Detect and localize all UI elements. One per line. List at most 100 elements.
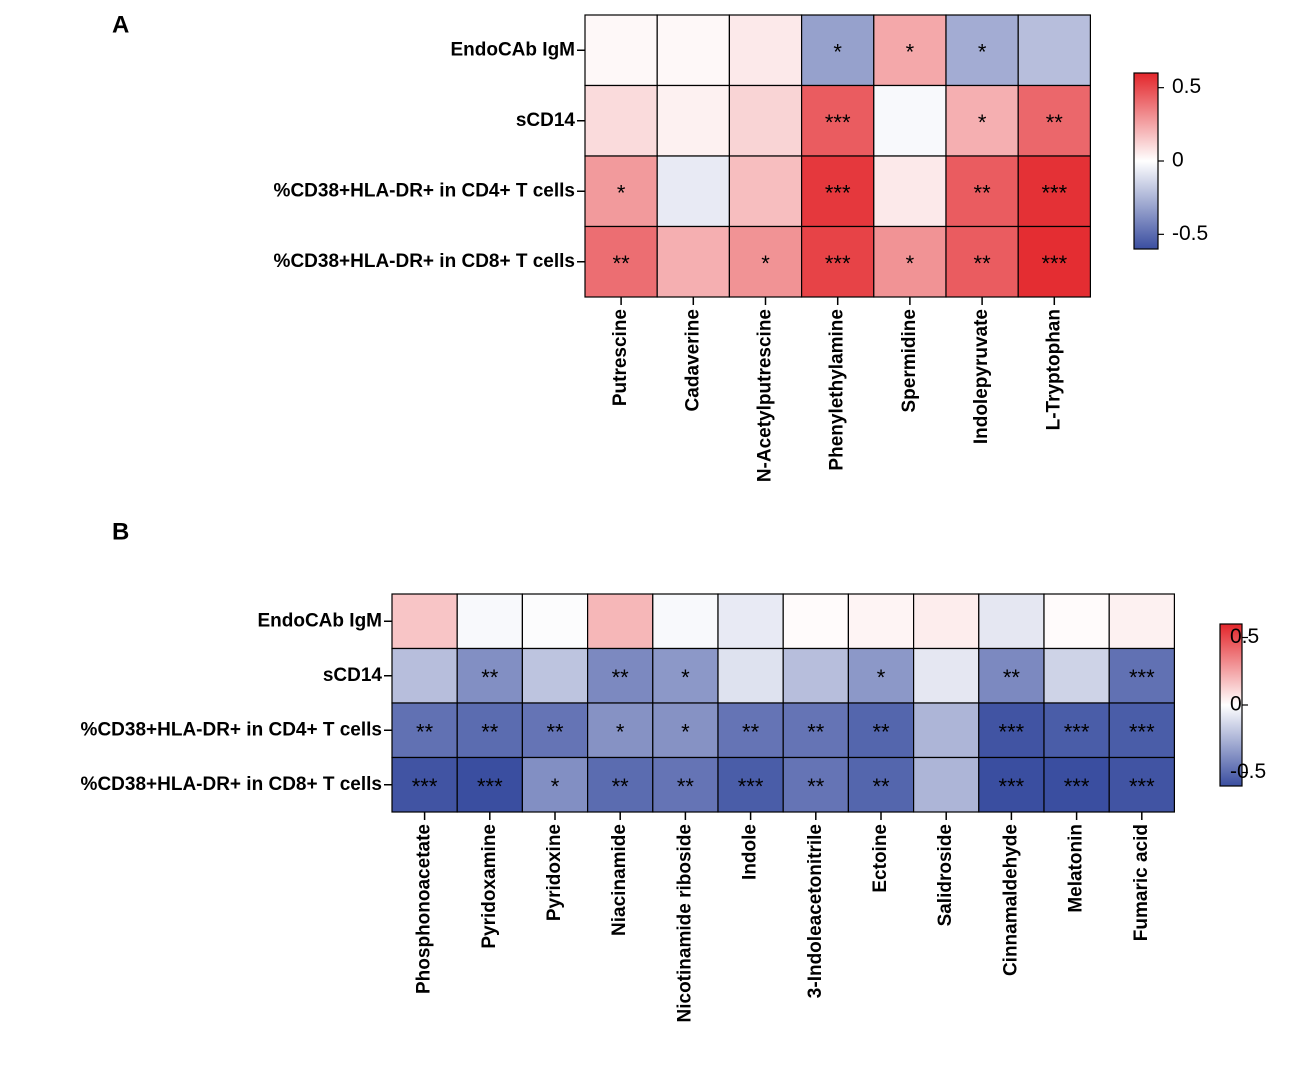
colorbar-tick-label: -0.5 (1172, 222, 1208, 245)
column-label: Phosphonoacetate (414, 824, 435, 994)
column-label: Ectoine (870, 824, 891, 893)
significance-mark: ** (613, 251, 631, 276)
significance-mark: *** (999, 774, 1025, 799)
column-label: Cinnamaldehyde (1000, 824, 1021, 976)
heatmap-cell (456, 593, 524, 650)
significance-mark: ** (416, 719, 434, 744)
significance-mark: *** (1064, 774, 1090, 799)
heatmap-cell (912, 647, 980, 704)
column-label: Pyridoxamine (479, 824, 500, 949)
row-label: EndoCAb IgM (257, 610, 382, 631)
heatmap-panel-b: B** ** * * ** ***** ** ** * * ** ** ** *** *** ****** **… (81, 518, 1267, 1022)
colorbar-tick-label: -0.5 (1230, 760, 1266, 783)
significance-mark: ** (872, 719, 890, 744)
heatmap-cell (656, 14, 731, 87)
heatmap-cell (1017, 155, 1092, 228)
heatmap-cell (912, 702, 980, 759)
heatmap-cell (912, 756, 980, 813)
heatmap-cell (717, 702, 784, 759)
column-label: 3-Indoleacetonitrile (805, 824, 826, 998)
heatmap-panel-a: A* * **** * *** *** ** ***** * *** * ** ***EndoCAb I… (112, 11, 1208, 482)
heatmap-cell (847, 593, 915, 650)
significance-mark: *** (1129, 665, 1155, 690)
row-label: EndoCAb IgM (450, 39, 575, 60)
significance-mark: ** (1003, 665, 1021, 690)
heatmap-cell (978, 647, 1045, 704)
heatmap-cell (728, 84, 803, 157)
significance-mark: * (681, 719, 690, 744)
row-label: %CD38+HLA-DR+ in CD8+ T cells (81, 774, 382, 795)
heatmap-cell (912, 593, 980, 650)
heatmap-cell (586, 593, 654, 650)
column-label: Phenylethylamine (827, 309, 848, 471)
heatmap-cell (1108, 702, 1175, 759)
significance-mark: ** (481, 719, 499, 744)
significance-mark: * (877, 665, 886, 690)
column-label: N-Acetylputrescine (755, 309, 776, 482)
heatmap-cell (728, 225, 803, 298)
column-label: Indolepyruvate (971, 309, 992, 444)
heatmap-cell (717, 647, 784, 704)
heatmap-cell (945, 14, 1019, 87)
column-label: Fumaric acid (1131, 824, 1152, 941)
colorbar-tick-label: 0.5 (1230, 625, 1259, 648)
significance-mark: *** (1129, 774, 1155, 799)
heatmap-cell (873, 84, 947, 157)
colorbar-tick-label: 0 (1172, 149, 1184, 172)
heatmap-cell (586, 702, 654, 759)
heatmap-cell (728, 14, 803, 87)
column-label: Melatonin (1066, 824, 1087, 913)
column-label: Spermidine (899, 309, 920, 412)
significance-mark: * (616, 719, 625, 744)
column-label: Indole (740, 824, 761, 880)
column-label: Putrescine (610, 309, 631, 406)
heatmap-cell (1017, 84, 1092, 157)
heatmap-cell (1108, 647, 1175, 704)
heatmap-cell (656, 225, 731, 298)
significance-mark: ** (677, 774, 695, 799)
column-label: Cadaverine (682, 309, 703, 411)
heatmap-cell (1017, 14, 1092, 87)
heatmap-cell (521, 593, 589, 650)
heatmap-cell (656, 155, 731, 228)
significance-mark: ** (546, 719, 564, 744)
heatmap-cell (978, 593, 1045, 650)
heatmap-cell (652, 702, 719, 759)
significance-mark: *** (477, 774, 503, 799)
heatmap-cell (456, 702, 524, 759)
significance-mark: * (906, 39, 915, 64)
significance-mark: *** (825, 251, 851, 276)
panel-label: A (112, 11, 129, 38)
significance-mark: *** (1129, 719, 1155, 744)
heatmap-cell (521, 702, 589, 759)
heatmap-cell (391, 593, 458, 650)
heatmap-cell (728, 155, 803, 228)
panel-label: B (112, 518, 129, 545)
significance-mark: * (617, 180, 626, 205)
heatmap-cell (800, 14, 875, 87)
significance-mark: ** (807, 719, 825, 744)
heatmap-cell (391, 756, 458, 813)
heatmap-cell (782, 647, 850, 704)
significance-mark: *** (999, 719, 1025, 744)
heatmap-cell (1043, 593, 1110, 650)
colorbar-tick-label: 0 (1230, 693, 1242, 716)
row-label: %CD38+HLA-DR+ in CD4+ T cells (81, 719, 382, 740)
colorbar-tick-label: 0.5 (1172, 75, 1201, 98)
heatmap-cell (800, 155, 875, 228)
heatmap-cell (1043, 647, 1110, 704)
significance-mark: *** (825, 110, 851, 135)
column-label: Niacinamide (609, 824, 630, 936)
heatmap-cell (456, 756, 524, 813)
significance-mark: * (833, 39, 842, 64)
row-label: sCD14 (323, 665, 383, 686)
significance-mark: ** (974, 180, 992, 205)
significance-mark: ** (807, 774, 825, 799)
row-label: sCD14 (516, 110, 576, 131)
heatmap-cell (652, 593, 719, 650)
heatmap-cell (782, 593, 850, 650)
colorbar (1133, 72, 1159, 250)
heatmap-cell (717, 593, 784, 650)
significance-mark: *** (825, 180, 851, 205)
heatmap-cell (873, 14, 947, 87)
